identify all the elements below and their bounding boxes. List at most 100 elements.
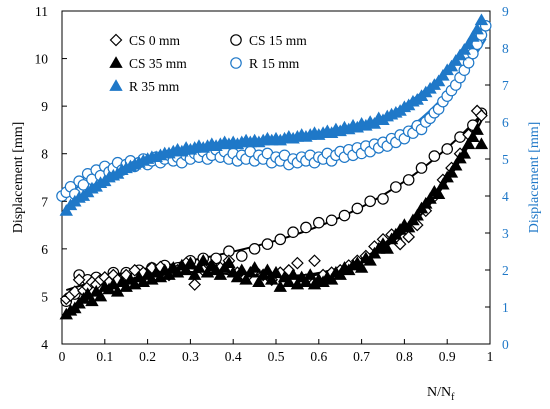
- legend-marker: [109, 33, 123, 47]
- y-right-axis-title: Displacement [mm]: [527, 122, 542, 234]
- axis-titles: Displacement [mm] Displacement [mm] N/Nf: [11, 122, 542, 403]
- data-point: [312, 216, 325, 229]
- data-point: [213, 268, 228, 280]
- y-right-tick-label: 4: [502, 189, 509, 204]
- data-point: [196, 253, 210, 266]
- y-left-tick-label: 4: [41, 337, 48, 352]
- data-point: [363, 253, 377, 266]
- legend-label: R 15 mm: [249, 56, 300, 71]
- data-point: [401, 220, 416, 233]
- data-point: [269, 265, 283, 278]
- x-tick-label: 1: [487, 349, 494, 364]
- y-right-tick-label: 8: [502, 41, 509, 56]
- data-point: [286, 268, 300, 280]
- data-point: [470, 22, 484, 35]
- data-point: [474, 137, 489, 150]
- legend-marker: [109, 56, 123, 68]
- x-tick-label: 0: [59, 349, 66, 364]
- legend-label: CS 0 mm: [129, 33, 181, 48]
- data-point: [466, 30, 480, 42]
- y-left-tick-label: 6: [41, 242, 48, 257]
- data-point: [222, 256, 236, 269]
- data-point: [93, 289, 108, 302]
- data-point: [436, 177, 450, 190]
- data-point: [265, 272, 279, 285]
- x-tick-label: 0.3: [182, 349, 199, 364]
- data-point: [466, 130, 480, 142]
- legend-label: R 35 mm: [129, 79, 180, 94]
- data-point: [377, 193, 389, 205]
- y-left-tick-label: 11: [35, 4, 48, 19]
- y-right-tick-label: 0: [502, 337, 509, 352]
- legend-label: CS 35 mm: [129, 56, 187, 71]
- data-point: [470, 123, 484, 135]
- data-point: [364, 195, 376, 208]
- y-right-tick-label: 1: [502, 300, 509, 315]
- data-point: [325, 214, 338, 227]
- x-tick-label: 0.4: [225, 349, 242, 364]
- y-left-tick-label: 8: [41, 147, 48, 162]
- data-point: [351, 202, 364, 215]
- y-right-tick-label: 7: [502, 78, 509, 93]
- data-point: [402, 174, 415, 186]
- data-point: [248, 243, 261, 255]
- data-point: [291, 256, 304, 270]
- y-right-tick-label: 5: [502, 152, 509, 167]
- x-tick-label: 0.1: [96, 349, 113, 364]
- x-axis-title: N/Nf: [427, 385, 455, 403]
- data-point: [461, 137, 476, 150]
- data-point: [188, 278, 202, 291]
- axis-ticks: 0 0.1 0.2 0.3 0.4 0.5 0.6 0.7 0.8 0.9 1 4 5 6 7 8 9 10 11 0…: [35, 4, 510, 364]
- x-tick-label: 0.6: [310, 349, 327, 364]
- data-point: [308, 254, 321, 268]
- data-point: [431, 187, 446, 200]
- data-point: [441, 143, 453, 155]
- data-point: [390, 181, 402, 193]
- data-point: [444, 165, 459, 178]
- data-point: [192, 261, 206, 273]
- data-point: [338, 209, 351, 222]
- data-point: [303, 268, 317, 280]
- legend-marker: [230, 57, 242, 69]
- x-tick-label: 0.8: [396, 349, 413, 364]
- x-tick-label: 0.5: [268, 349, 285, 364]
- data-point: [475, 109, 488, 123]
- data-point: [183, 256, 198, 269]
- data-point: [461, 37, 476, 50]
- y-left-tick-label: 7: [41, 194, 48, 209]
- data-point: [187, 268, 202, 280]
- data-point: [449, 158, 463, 171]
- y-left-tick-label: 10: [35, 52, 49, 67]
- y-right-tick-label: 6: [502, 115, 509, 130]
- y-left-axis-title: Displacement [mm]: [11, 122, 26, 234]
- data-point: [415, 162, 428, 174]
- data-point: [72, 273, 86, 287]
- data-point: [235, 263, 249, 276]
- data-point: [239, 272, 253, 285]
- legend: CS 0 mm CS 15 mm CS 35 mm R 15 mm R 35 mm: [109, 33, 307, 94]
- data-point: [230, 270, 245, 283]
- data-point: [274, 233, 287, 246]
- data-point: [299, 275, 313, 288]
- legend-marker: [230, 34, 242, 46]
- data-point: [260, 263, 275, 276]
- data-point: [252, 275, 266, 288]
- data-point: [287, 226, 299, 239]
- data-point: [474, 13, 489, 26]
- data-point: [457, 146, 472, 159]
- data-point: [235, 250, 248, 262]
- data-point: [282, 275, 296, 288]
- y-right-tick-label: 2: [502, 263, 509, 278]
- data-point: [179, 263, 193, 276]
- legend-label: CS 15 mm: [249, 33, 307, 48]
- data-point: [354, 261, 369, 273]
- data-point: [247, 261, 262, 273]
- x-tick-label: 0.7: [353, 349, 370, 364]
- y-left-tick-label: 9: [41, 99, 48, 114]
- legend-marker: [109, 79, 123, 91]
- y-left-tick-label: 5: [41, 289, 48, 304]
- data-points: [56, 13, 492, 320]
- data-point: [380, 242, 394, 254]
- x-tick-label: 0.2: [139, 349, 156, 364]
